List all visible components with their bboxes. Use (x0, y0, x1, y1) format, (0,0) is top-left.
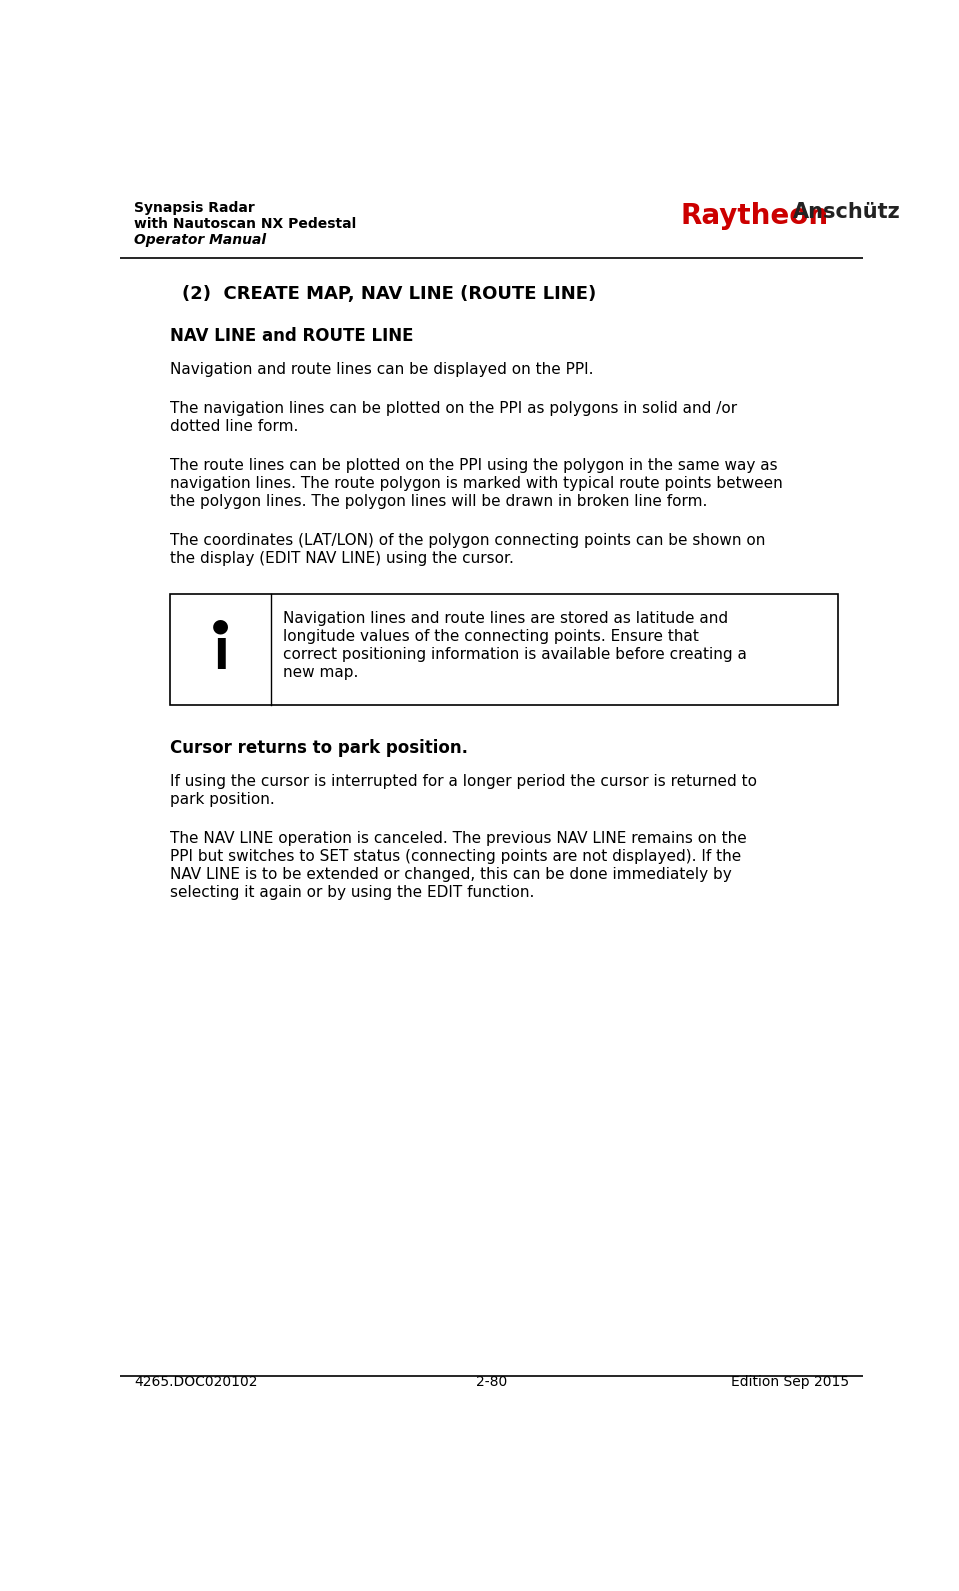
Text: I: I (213, 636, 228, 678)
Text: navigation lines. The route polygon is marked with typical route points between: navigation lines. The route polygon is m… (171, 476, 783, 490)
Text: NAV LINE is to be extended or changed, this can be done immediately by: NAV LINE is to be extended or changed, t… (171, 867, 732, 881)
Text: (2)  CREATE MAP, NAV LINE (ROUTE LINE): (2) CREATE MAP, NAV LINE (ROUTE LINE) (182, 285, 596, 302)
Text: Raytheon: Raytheon (681, 202, 830, 229)
Text: PPI but switches to SET status (connecting points are not displayed). If the: PPI but switches to SET status (connecti… (171, 850, 741, 864)
Text: The coordinates (LAT/LON) of the polygon connecting points can be shown on: The coordinates (LAT/LON) of the polygon… (171, 533, 765, 547)
Text: 4265.DOC020102: 4265.DOC020102 (134, 1375, 257, 1389)
Text: 2-80: 2-80 (476, 1375, 507, 1389)
Text: Synapsis Radar: Synapsis Radar (134, 200, 254, 215)
Text: Edition Sep 2015: Edition Sep 2015 (731, 1375, 849, 1389)
Text: Cursor returns to park position.: Cursor returns to park position. (171, 740, 468, 757)
Text: longitude values of the connecting points. Ensure that: longitude values of the connecting point… (283, 628, 698, 644)
Text: correct positioning information is available before creating a: correct positioning information is avail… (283, 648, 746, 662)
Text: dotted line form.: dotted line form. (171, 418, 298, 434)
Text: with Nautoscan NX Pedestal: with Nautoscan NX Pedestal (134, 216, 356, 231)
Text: park position.: park position. (171, 792, 275, 807)
Text: The route lines can be plotted on the PPI using the polygon in the same way as: The route lines can be plotted on the PP… (171, 458, 778, 473)
Text: Anschütz: Anschütz (792, 202, 901, 221)
Text: new map.: new map. (283, 665, 358, 679)
Text: the display (EDIT NAV LINE) using the cursor.: the display (EDIT NAV LINE) using the cu… (171, 550, 514, 566)
Text: Operator Manual: Operator Manual (134, 234, 266, 247)
Text: The NAV LINE operation is canceled. The previous NAV LINE remains on the: The NAV LINE operation is canceled. The … (171, 831, 747, 846)
Text: Navigation lines and route lines are stored as latitude and: Navigation lines and route lines are sto… (283, 611, 728, 625)
Text: The navigation lines can be plotted on the PPI as polygons in solid and /or: The navigation lines can be plotted on t… (171, 401, 737, 415)
Bar (171, 593, 838, 705)
Text: selecting it again or by using the EDIT function.: selecting it again or by using the EDIT … (171, 885, 534, 901)
Text: NAV LINE and ROUTE LINE: NAV LINE and ROUTE LINE (171, 328, 413, 345)
Text: the polygon lines. The polygon lines will be drawn in broken line form.: the polygon lines. The polygon lines wil… (171, 493, 708, 509)
Text: Navigation and route lines can be displayed on the PPI.: Navigation and route lines can be displa… (171, 361, 594, 377)
Text: If using the cursor is interrupted for a longer period the cursor is returned to: If using the cursor is interrupted for a… (171, 773, 758, 789)
Text: ●: ● (212, 616, 229, 635)
